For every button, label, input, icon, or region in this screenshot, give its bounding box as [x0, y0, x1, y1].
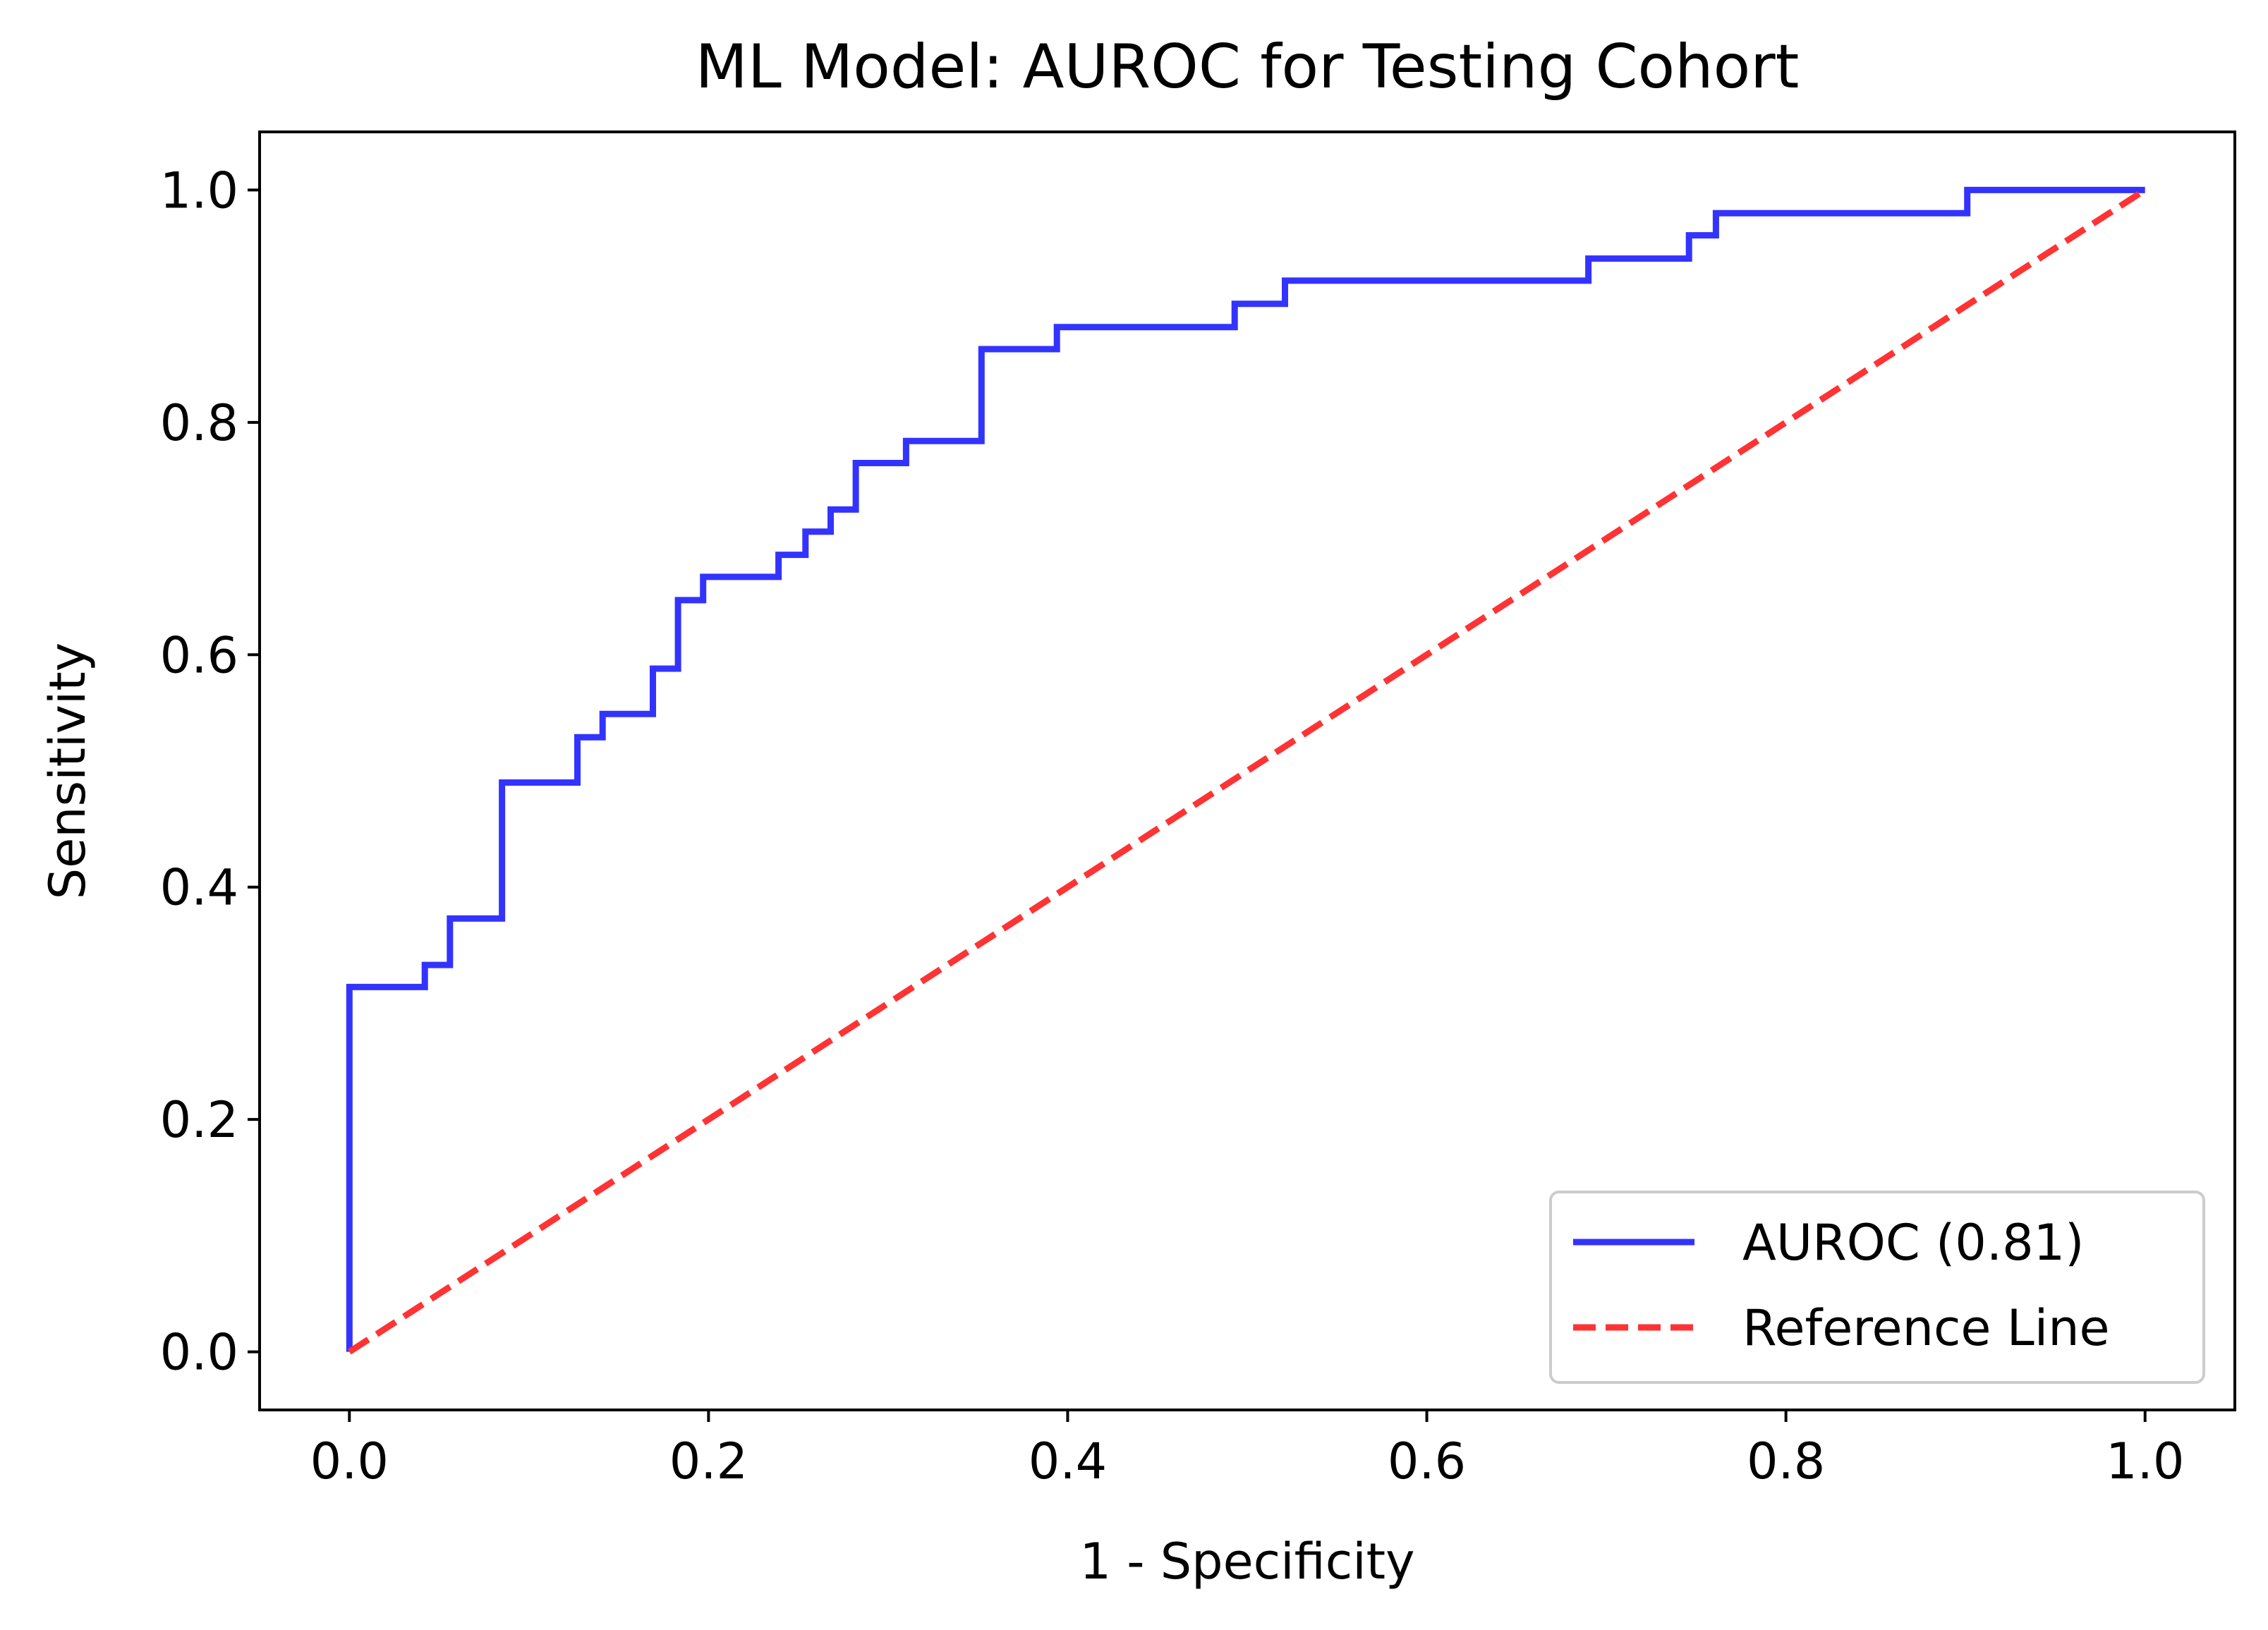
plot-frame	[258, 130, 2236, 1411]
x-axis-label: 1 - Specificity	[1079, 1533, 1414, 1591]
chart-title: ML Model: AUROC for Testing Cohort	[696, 32, 1800, 102]
x-tick-label: 0.2	[669, 1433, 748, 1490]
roc-curve	[346, 186, 2145, 1352]
y-axis-label: Sensitivity	[39, 643, 97, 899]
series-layer	[346, 186, 2147, 1355]
legend: AUROC (0.81) Reference Line	[1549, 1191, 2205, 1384]
y-tick-label: 0.8	[160, 394, 238, 452]
x-tick-label: 0.8	[1747, 1433, 1825, 1490]
x-tick-label: 0.4	[1029, 1433, 1107, 1490]
y-tick-label: 0.6	[160, 626, 238, 684]
x-tick-label: 1.0	[2106, 1433, 2184, 1490]
legend-box	[1549, 1191, 2205, 1384]
y-tick-label: 1.0	[160, 162, 238, 219]
y-tick-label: 0.0	[160, 1324, 238, 1382]
x-tick-label: 0.0	[310, 1433, 389, 1490]
legend-label-reference: Reference Line	[1742, 1299, 2110, 1357]
y-tick-label: 0.2	[160, 1091, 238, 1149]
legend-label-auroc: AUROC (0.81)	[1742, 1214, 2084, 1272]
y-tick-label: 0.4	[160, 859, 238, 917]
x-tick-label: 0.6	[1388, 1433, 1466, 1490]
ticks-layer: 0.0 0.2 0.4 0.6 0.8 1.0 0.0 0.2 0.4 0.6 0.8 1.0	[160, 162, 2185, 1490]
